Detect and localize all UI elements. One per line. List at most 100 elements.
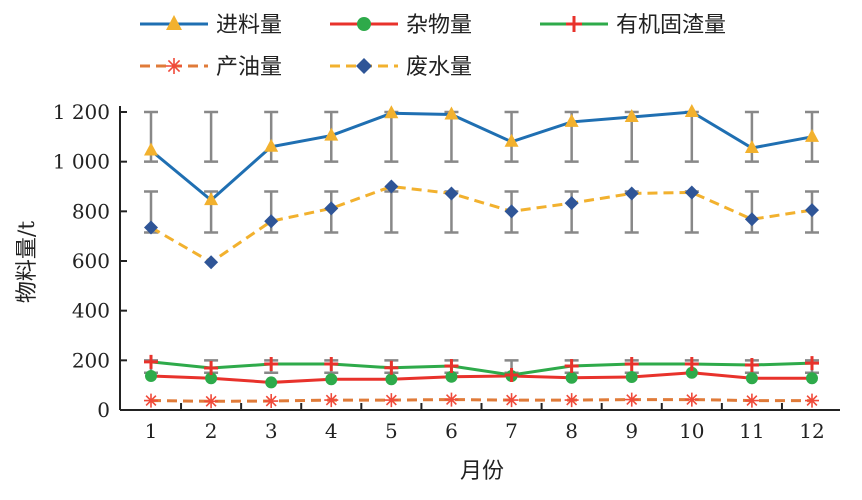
error-bars xyxy=(144,110,819,374)
data-point-diamond xyxy=(744,212,759,227)
data-point-star xyxy=(624,392,639,407)
error-bar xyxy=(204,110,219,163)
data-point-star xyxy=(144,393,158,408)
data-point-plus xyxy=(624,357,639,372)
y-tick-label: 200 xyxy=(72,348,110,372)
x-tick-label: 7 xyxy=(505,419,518,443)
y-tick-label: 1 000 xyxy=(53,150,110,174)
y-tick-label: 800 xyxy=(72,199,110,223)
data-point-star xyxy=(264,394,279,409)
data-point-circle xyxy=(145,369,157,382)
y-tick-label: 600 xyxy=(72,249,110,273)
x-tick-label: 1 xyxy=(145,419,158,443)
data-point-plus xyxy=(566,16,582,32)
data-point-circle xyxy=(625,370,638,383)
data-point-diamond xyxy=(356,58,372,74)
legend-item: 进料量 xyxy=(140,13,282,38)
data-point-circle xyxy=(745,372,758,385)
legend-label: 进料量 xyxy=(216,13,282,38)
data-point-star xyxy=(324,393,339,408)
data-point-triangle xyxy=(564,113,579,127)
x-tick-label: 5 xyxy=(385,419,398,443)
data-point-star xyxy=(504,393,519,408)
x-tick-label: 9 xyxy=(625,419,638,443)
data-point-plus xyxy=(564,359,579,374)
data-point-diamond xyxy=(264,214,279,229)
data-point-triangle xyxy=(744,140,759,154)
data-point-diamond xyxy=(504,204,519,219)
data-point-circle xyxy=(205,372,218,385)
data-point-triangle xyxy=(384,105,399,119)
x-tick-label: 3 xyxy=(265,419,278,443)
data-point-plus xyxy=(384,360,399,375)
data-point-circle xyxy=(445,370,458,383)
data-point-triangle xyxy=(805,128,819,142)
y-axis-label: 物料量/t xyxy=(15,221,40,303)
legend-label: 产油量 xyxy=(216,55,282,80)
series-group xyxy=(144,104,819,409)
x-tick-label: 12 xyxy=(799,419,824,443)
data-point-plus xyxy=(744,358,759,373)
series-triangle xyxy=(144,104,819,206)
x-tick-label: 11 xyxy=(739,419,764,443)
data-point-star xyxy=(684,392,699,407)
data-point-circle xyxy=(685,366,698,379)
error-bar xyxy=(744,190,759,234)
error-bar xyxy=(684,110,699,163)
data-point-star xyxy=(204,394,219,409)
y-tick-label: 0 xyxy=(97,398,110,422)
data-point-plus xyxy=(204,361,219,376)
error-bar xyxy=(744,110,759,163)
data-point-diamond xyxy=(444,186,459,201)
series-plus xyxy=(144,354,819,382)
x-tick-label: 4 xyxy=(325,419,338,443)
data-point-circle xyxy=(357,17,371,31)
series-line xyxy=(150,371,812,384)
data-point-star xyxy=(166,58,182,74)
series-line xyxy=(150,110,813,203)
legend-item: 有机固渣量 xyxy=(540,13,726,38)
data-point-triangle xyxy=(166,15,182,30)
data-point-diamond xyxy=(624,186,639,201)
data-point-circle xyxy=(325,373,338,386)
data-point-triangle xyxy=(624,108,639,122)
data-point-plus xyxy=(264,357,279,372)
y-tick-label: 1 200 xyxy=(53,100,110,124)
data-point-triangle xyxy=(204,192,219,206)
series-line xyxy=(150,360,813,377)
error-bar xyxy=(264,110,279,163)
error-bar xyxy=(384,110,399,163)
x-tick-label: 8 xyxy=(565,419,578,443)
data-point-triangle xyxy=(264,138,279,152)
data-point-star xyxy=(444,392,459,407)
series-star xyxy=(144,392,819,409)
series-line xyxy=(150,398,812,403)
data-point-circle xyxy=(265,376,278,389)
data-point-diamond xyxy=(384,179,399,194)
data-point-diamond xyxy=(805,203,819,218)
data-point-triangle xyxy=(684,104,699,117)
x-tick-label: 10 xyxy=(679,419,704,443)
data-point-star xyxy=(564,393,579,408)
data-point-circle xyxy=(385,373,398,386)
legend-item: 产油量 xyxy=(140,55,282,80)
data-point-plus xyxy=(324,357,339,372)
data-point-circle xyxy=(806,372,818,385)
y-tick-label: 400 xyxy=(72,299,110,323)
data-point-plus xyxy=(684,357,699,372)
data-point-triangle xyxy=(144,142,158,156)
legend-label: 杂物量 xyxy=(406,13,472,38)
data-point-triangle xyxy=(504,133,519,147)
data-point-plus xyxy=(504,367,519,382)
data-point-star xyxy=(805,393,819,408)
legend-label: 有机固渣量 xyxy=(616,13,726,38)
error-bar xyxy=(384,190,399,234)
data-point-star xyxy=(384,393,399,408)
series-line xyxy=(150,184,813,265)
data-point-circle xyxy=(565,371,578,384)
series-diamond xyxy=(144,179,819,270)
data-point-triangle xyxy=(444,106,459,120)
data-point-triangle xyxy=(324,127,339,141)
